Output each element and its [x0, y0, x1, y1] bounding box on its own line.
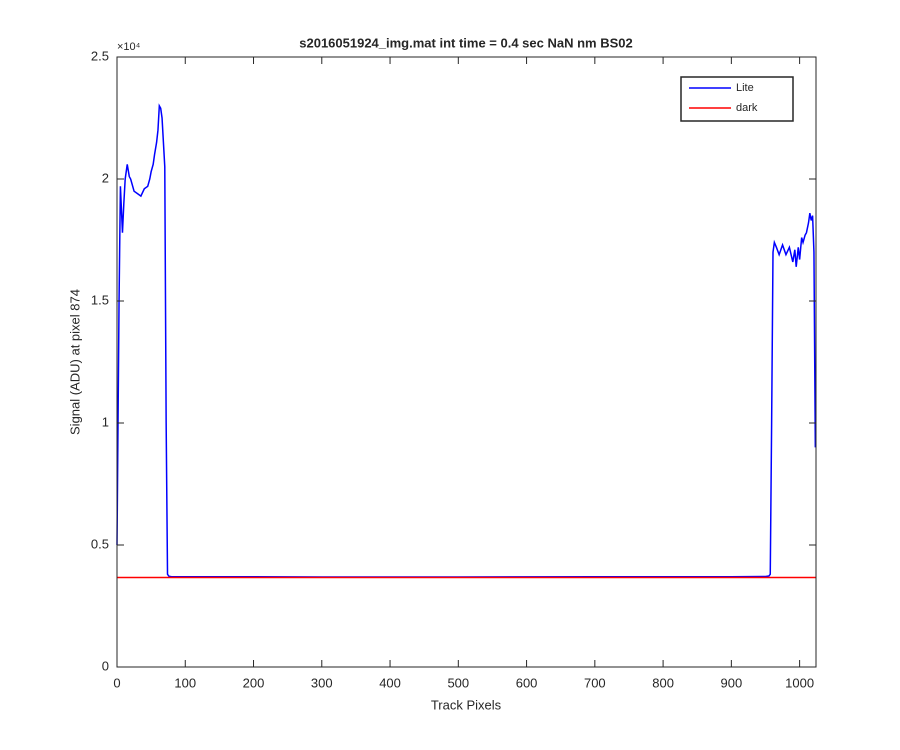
x-tick-label: 1000	[785, 675, 814, 690]
x-axis-label: Track Pixels	[431, 697, 502, 712]
y-axis-label: Signal (ADU) at pixel 874	[67, 289, 82, 435]
chart-title: s2016051924_img.mat int time = 0.4 sec N…	[299, 35, 633, 50]
x-tick-label: 800	[652, 675, 674, 690]
x-tick-label: 100	[174, 675, 196, 690]
legend: Lite dark	[680, 76, 794, 122]
legend-label: Lite	[736, 82, 754, 94]
plot-area	[116, 103, 817, 579]
y-tick-label: 0	[102, 658, 109, 673]
legend-label: dark	[736, 102, 758, 114]
y-tick-label: 1.5	[91, 292, 109, 307]
x-tick-label: 400	[379, 675, 401, 690]
x-tick-label: 500	[447, 675, 469, 690]
y-multiplier: ×10⁴	[117, 41, 141, 53]
y-tick-label: 0.5	[91, 536, 109, 551]
x-tick-label: 900	[721, 675, 743, 690]
y-tick-label: 2.5	[91, 48, 109, 63]
axes-box	[116, 56, 817, 668]
x-tick-label: 600	[516, 675, 538, 690]
y-tick-label: 1	[102, 414, 109, 429]
x-tick-label: 0	[113, 675, 120, 690]
x-tick-label: 700	[584, 675, 606, 690]
x-tick-label: 300	[311, 675, 333, 690]
y-tick-label: 2	[102, 170, 109, 185]
x-tick-label: 200	[243, 675, 265, 690]
legend-box	[680, 76, 794, 122]
